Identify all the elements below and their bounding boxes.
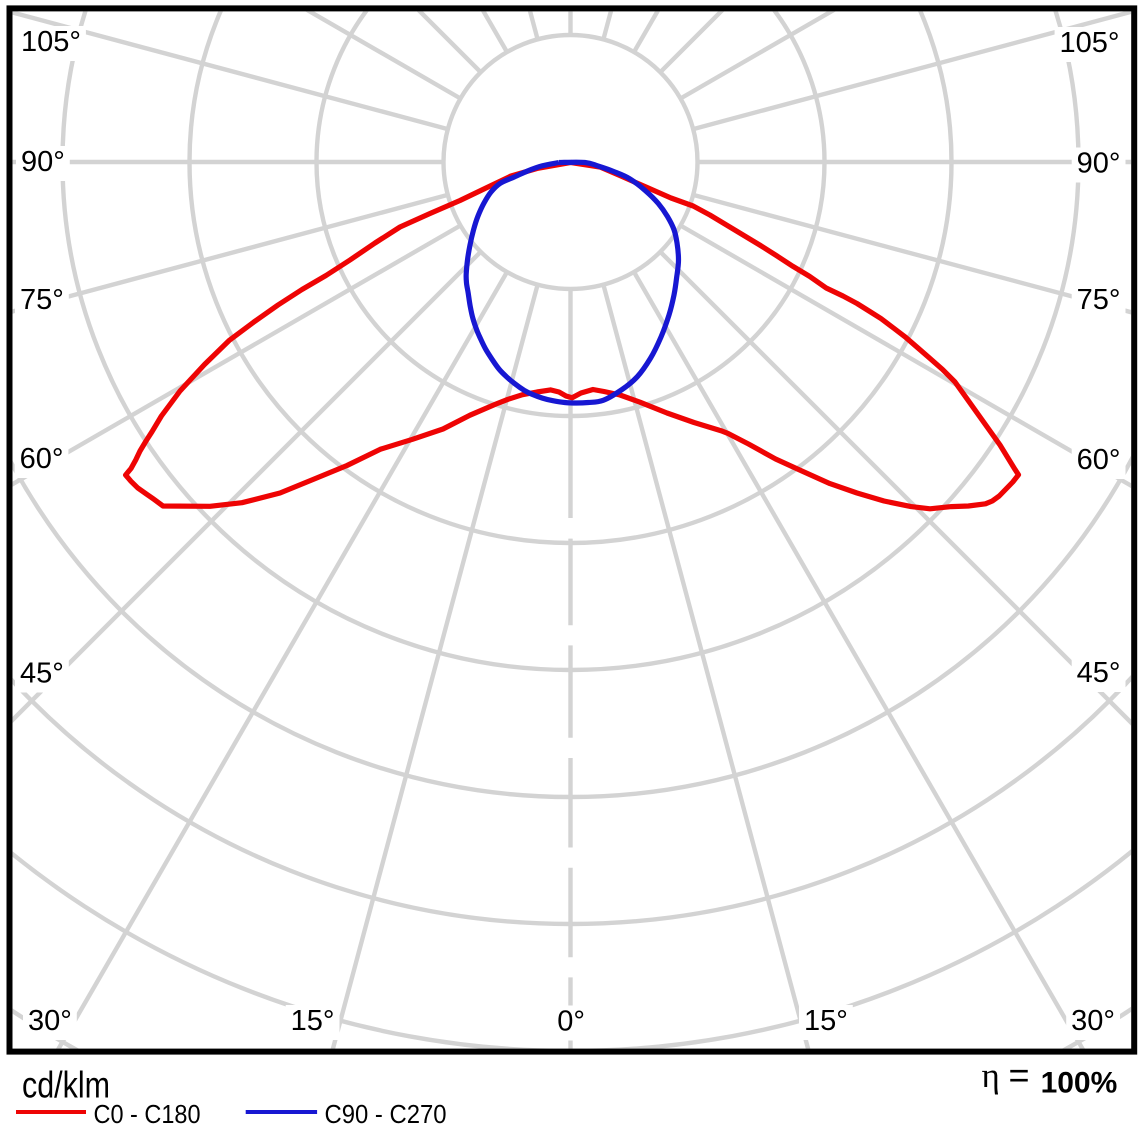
svg-text:C90 - C270: C90 - C270 <box>325 1099 447 1129</box>
svg-text:90°: 90° <box>1077 148 1121 180</box>
svg-text:45°: 45° <box>20 658 64 690</box>
svg-text:75°: 75° <box>20 284 64 316</box>
svg-text:C0 - C180: C0 - C180 <box>94 1099 201 1129</box>
svg-text:60°: 60° <box>20 443 64 475</box>
svg-text:60°: 60° <box>1077 444 1121 476</box>
svg-text:cd/klm: cd/klm <box>22 1065 110 1106</box>
svg-text:0°: 0° <box>557 1006 585 1038</box>
svg-text:100%: 100% <box>1041 1067 1118 1100</box>
svg-text:15°: 15° <box>804 1005 848 1037</box>
svg-text:η: η <box>982 1056 1000 1095</box>
svg-text:30°: 30° <box>28 1005 72 1037</box>
svg-text:30°: 30° <box>1071 1005 1115 1037</box>
svg-text:105°: 105° <box>1060 27 1120 59</box>
svg-text:75°: 75° <box>1077 284 1121 316</box>
svg-text:45°: 45° <box>1077 657 1121 689</box>
svg-text:=: = <box>1009 1055 1030 1096</box>
svg-text:15°: 15° <box>291 1005 335 1037</box>
svg-text:105°: 105° <box>21 26 81 58</box>
svg-text:90°: 90° <box>21 146 65 178</box>
